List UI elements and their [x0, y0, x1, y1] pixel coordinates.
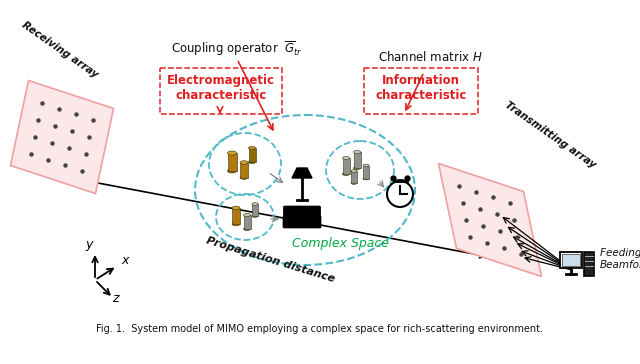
Ellipse shape — [353, 150, 360, 154]
Text: Propagation distance: Propagation distance — [205, 235, 335, 284]
Ellipse shape — [252, 203, 258, 205]
Ellipse shape — [232, 206, 240, 210]
Ellipse shape — [353, 166, 360, 170]
Text: Channel matrix $\mathit{H}$: Channel matrix $\mathit{H}$ — [378, 50, 483, 64]
FancyBboxPatch shape — [363, 166, 369, 178]
Text: x: x — [121, 254, 129, 267]
Text: y: y — [85, 238, 93, 251]
FancyBboxPatch shape — [314, 206, 321, 228]
Ellipse shape — [240, 176, 248, 179]
Text: z: z — [112, 292, 118, 305]
Ellipse shape — [243, 228, 250, 230]
Ellipse shape — [342, 157, 349, 159]
Ellipse shape — [232, 222, 240, 226]
Ellipse shape — [227, 169, 237, 173]
FancyBboxPatch shape — [584, 252, 594, 276]
Text: Coupling operator  $\mathit{\overline{G}}_{tr}$: Coupling operator $\mathit{\overline{G}}… — [171, 39, 303, 58]
Ellipse shape — [227, 151, 237, 155]
Polygon shape — [10, 80, 113, 194]
Polygon shape — [438, 163, 541, 277]
Text: Receiving array: Receiving array — [20, 20, 100, 80]
Text: Feeding &
Beamforming: Feeding & Beamforming — [600, 248, 640, 270]
Ellipse shape — [351, 170, 357, 172]
FancyBboxPatch shape — [560, 252, 582, 268]
FancyBboxPatch shape — [284, 206, 289, 228]
Ellipse shape — [342, 173, 349, 175]
Ellipse shape — [248, 161, 255, 163]
FancyBboxPatch shape — [283, 216, 321, 228]
Polygon shape — [292, 168, 312, 178]
FancyBboxPatch shape — [232, 208, 240, 224]
FancyBboxPatch shape — [240, 162, 248, 178]
Ellipse shape — [351, 182, 357, 184]
Text: Fig. 1.  System model of MIMO employing a complex space for rich-scattering envi: Fig. 1. System model of MIMO employing a… — [97, 324, 543, 334]
Ellipse shape — [248, 146, 255, 150]
FancyBboxPatch shape — [252, 204, 258, 216]
Text: Transmitting array: Transmitting array — [503, 100, 598, 170]
Ellipse shape — [363, 164, 369, 167]
Text: Electromagnetic
characteristic: Electromagnetic characteristic — [167, 74, 275, 102]
Ellipse shape — [243, 213, 250, 217]
Circle shape — [387, 181, 413, 207]
FancyBboxPatch shape — [243, 215, 250, 229]
Text: Information
characteristic: Information characteristic — [375, 74, 467, 102]
FancyBboxPatch shape — [342, 158, 349, 174]
FancyBboxPatch shape — [227, 153, 237, 171]
FancyBboxPatch shape — [248, 148, 255, 162]
FancyBboxPatch shape — [353, 152, 360, 168]
Ellipse shape — [240, 161, 248, 164]
FancyBboxPatch shape — [562, 254, 580, 266]
FancyBboxPatch shape — [351, 171, 357, 183]
FancyBboxPatch shape — [284, 206, 320, 218]
Text: Complex Space: Complex Space — [291, 237, 388, 250]
Ellipse shape — [252, 215, 258, 217]
Ellipse shape — [363, 177, 369, 180]
